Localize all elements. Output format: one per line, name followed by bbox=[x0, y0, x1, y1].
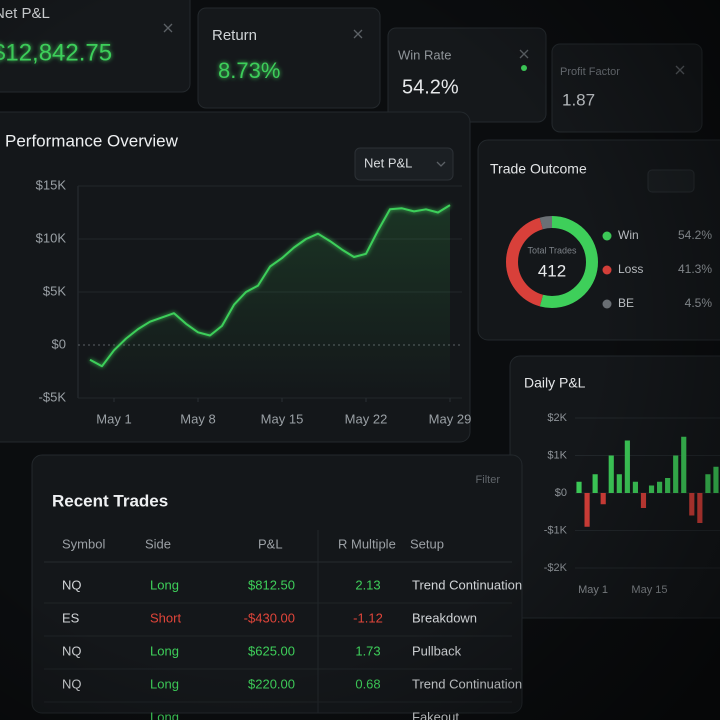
y-tick-label: $2K bbox=[547, 412, 567, 424]
bar bbox=[600, 493, 606, 505]
cell-symbol: NQ bbox=[62, 577, 82, 592]
bar bbox=[697, 493, 703, 523]
cell-setup: Breakdown bbox=[412, 610, 477, 625]
legend-dot bbox=[602, 265, 612, 275]
bar bbox=[705, 474, 711, 493]
kpi-label: Win Rate bbox=[398, 47, 451, 62]
bar bbox=[640, 493, 647, 508]
bar bbox=[632, 481, 638, 493]
column-header: Symbol bbox=[62, 536, 105, 551]
x-tick-label: May 1 bbox=[96, 411, 131, 426]
donut-center-label: Total Trades bbox=[527, 245, 577, 255]
bar bbox=[584, 493, 590, 527]
panel-title: Performance Overview bbox=[5, 131, 179, 150]
kpi-value: 1.87 bbox=[562, 90, 595, 109]
bar bbox=[624, 440, 630, 493]
x-tick-label: May 15 bbox=[631, 584, 667, 596]
cell-r: 0.68 bbox=[355, 676, 380, 691]
legend-dot bbox=[602, 231, 612, 241]
cell-r: 1.73 bbox=[355, 643, 380, 658]
cell-side: Short bbox=[150, 610, 181, 625]
status-dot bbox=[521, 65, 527, 71]
panel-title: Daily P&L bbox=[524, 375, 586, 391]
bar bbox=[657, 481, 663, 493]
y-tick-label: -$5K bbox=[39, 389, 67, 404]
legend-value: 4.5% bbox=[685, 296, 713, 310]
bar bbox=[673, 455, 679, 493]
x-tick-label: May 1 bbox=[578, 584, 608, 596]
bar bbox=[689, 493, 695, 516]
column-header: P&L bbox=[258, 536, 283, 551]
cell-pnl: $812.50 bbox=[248, 577, 295, 592]
bar bbox=[592, 474, 598, 493]
bar bbox=[616, 474, 622, 493]
period-dropdown[interactable] bbox=[647, 169, 695, 193]
y-tick-label: -$2K bbox=[544, 562, 568, 574]
cell-setup: Trend Continuation bbox=[412, 577, 522, 592]
bar bbox=[608, 455, 614, 493]
legend-label: Loss bbox=[618, 262, 643, 276]
kpi-value: 8.73% bbox=[218, 58, 280, 83]
bar bbox=[576, 481, 582, 493]
dropdown-label[interactable]: Net P&L bbox=[364, 155, 412, 170]
cell-side: Long bbox=[150, 709, 179, 720]
x-tick-label: May 22 bbox=[345, 411, 388, 426]
daily-panel bbox=[509, 355, 720, 619]
cell-symbol: NQ bbox=[62, 676, 82, 691]
bar bbox=[648, 485, 655, 493]
kpi-card bbox=[387, 27, 547, 123]
legend-value: 54.2% bbox=[678, 228, 712, 242]
column-header: Setup bbox=[410, 536, 444, 551]
y-tick-label: -$1K bbox=[544, 524, 568, 536]
kpi-label: Return bbox=[212, 27, 257, 44]
x-tick-label: May 8 bbox=[180, 411, 215, 426]
legend-value: 41.3% bbox=[678, 262, 712, 276]
x-tick-label: May 29 bbox=[429, 411, 472, 426]
cell-r: 2.13 bbox=[355, 577, 380, 592]
legend-label: BE bbox=[618, 296, 634, 310]
column-header: R Multiple bbox=[338, 536, 396, 551]
panel-title: Recent Trades bbox=[52, 491, 168, 510]
kpi-card bbox=[551, 43, 703, 133]
cell-side: Long bbox=[150, 643, 179, 658]
filter-button[interactable]: Filter bbox=[476, 474, 501, 486]
kpi-value: 54.2% bbox=[402, 76, 459, 98]
kpi-value: $12,842.75 bbox=[0, 39, 112, 66]
cell-symbol: NQ bbox=[62, 643, 82, 658]
panel-title: Trade Outcome bbox=[490, 161, 587, 177]
cell-r: -1.12 bbox=[353, 610, 383, 625]
cell-symbol: ES bbox=[62, 610, 80, 625]
donut-center-value: 412 bbox=[538, 261, 566, 280]
y-tick-label: $10K bbox=[36, 230, 67, 245]
bar bbox=[713, 466, 719, 493]
y-tick-label: $15K bbox=[36, 177, 67, 192]
metric-dropdown[interactable]: Net P&L bbox=[354, 147, 454, 181]
cell-side: Long bbox=[150, 676, 179, 691]
y-tick-label: $1K bbox=[547, 449, 567, 461]
cell-pnl: $220.00 bbox=[248, 676, 295, 691]
bar bbox=[665, 478, 671, 493]
bar bbox=[681, 436, 687, 493]
cell-side: Long bbox=[150, 577, 179, 592]
kpi-label: Profit Factor bbox=[560, 66, 620, 78]
x-tick-label: May 15 bbox=[261, 411, 304, 426]
y-tick-label: $0 bbox=[555, 487, 567, 499]
y-tick-label: $0 bbox=[52, 336, 66, 351]
cell-setup: Fakeout bbox=[412, 709, 459, 720]
cell-setup: Pullback bbox=[412, 643, 462, 658]
cell-setup: Trend Continuation bbox=[412, 676, 522, 691]
cell-pnl: -$430.00 bbox=[244, 610, 295, 625]
cell-pnl: $625.00 bbox=[248, 643, 295, 658]
legend-label: Win bbox=[618, 228, 639, 242]
kpi-label: Net P&L bbox=[0, 5, 50, 22]
column-header: Side bbox=[145, 536, 171, 551]
legend-dot bbox=[602, 299, 612, 309]
y-tick-label: $5K bbox=[43, 283, 66, 298]
